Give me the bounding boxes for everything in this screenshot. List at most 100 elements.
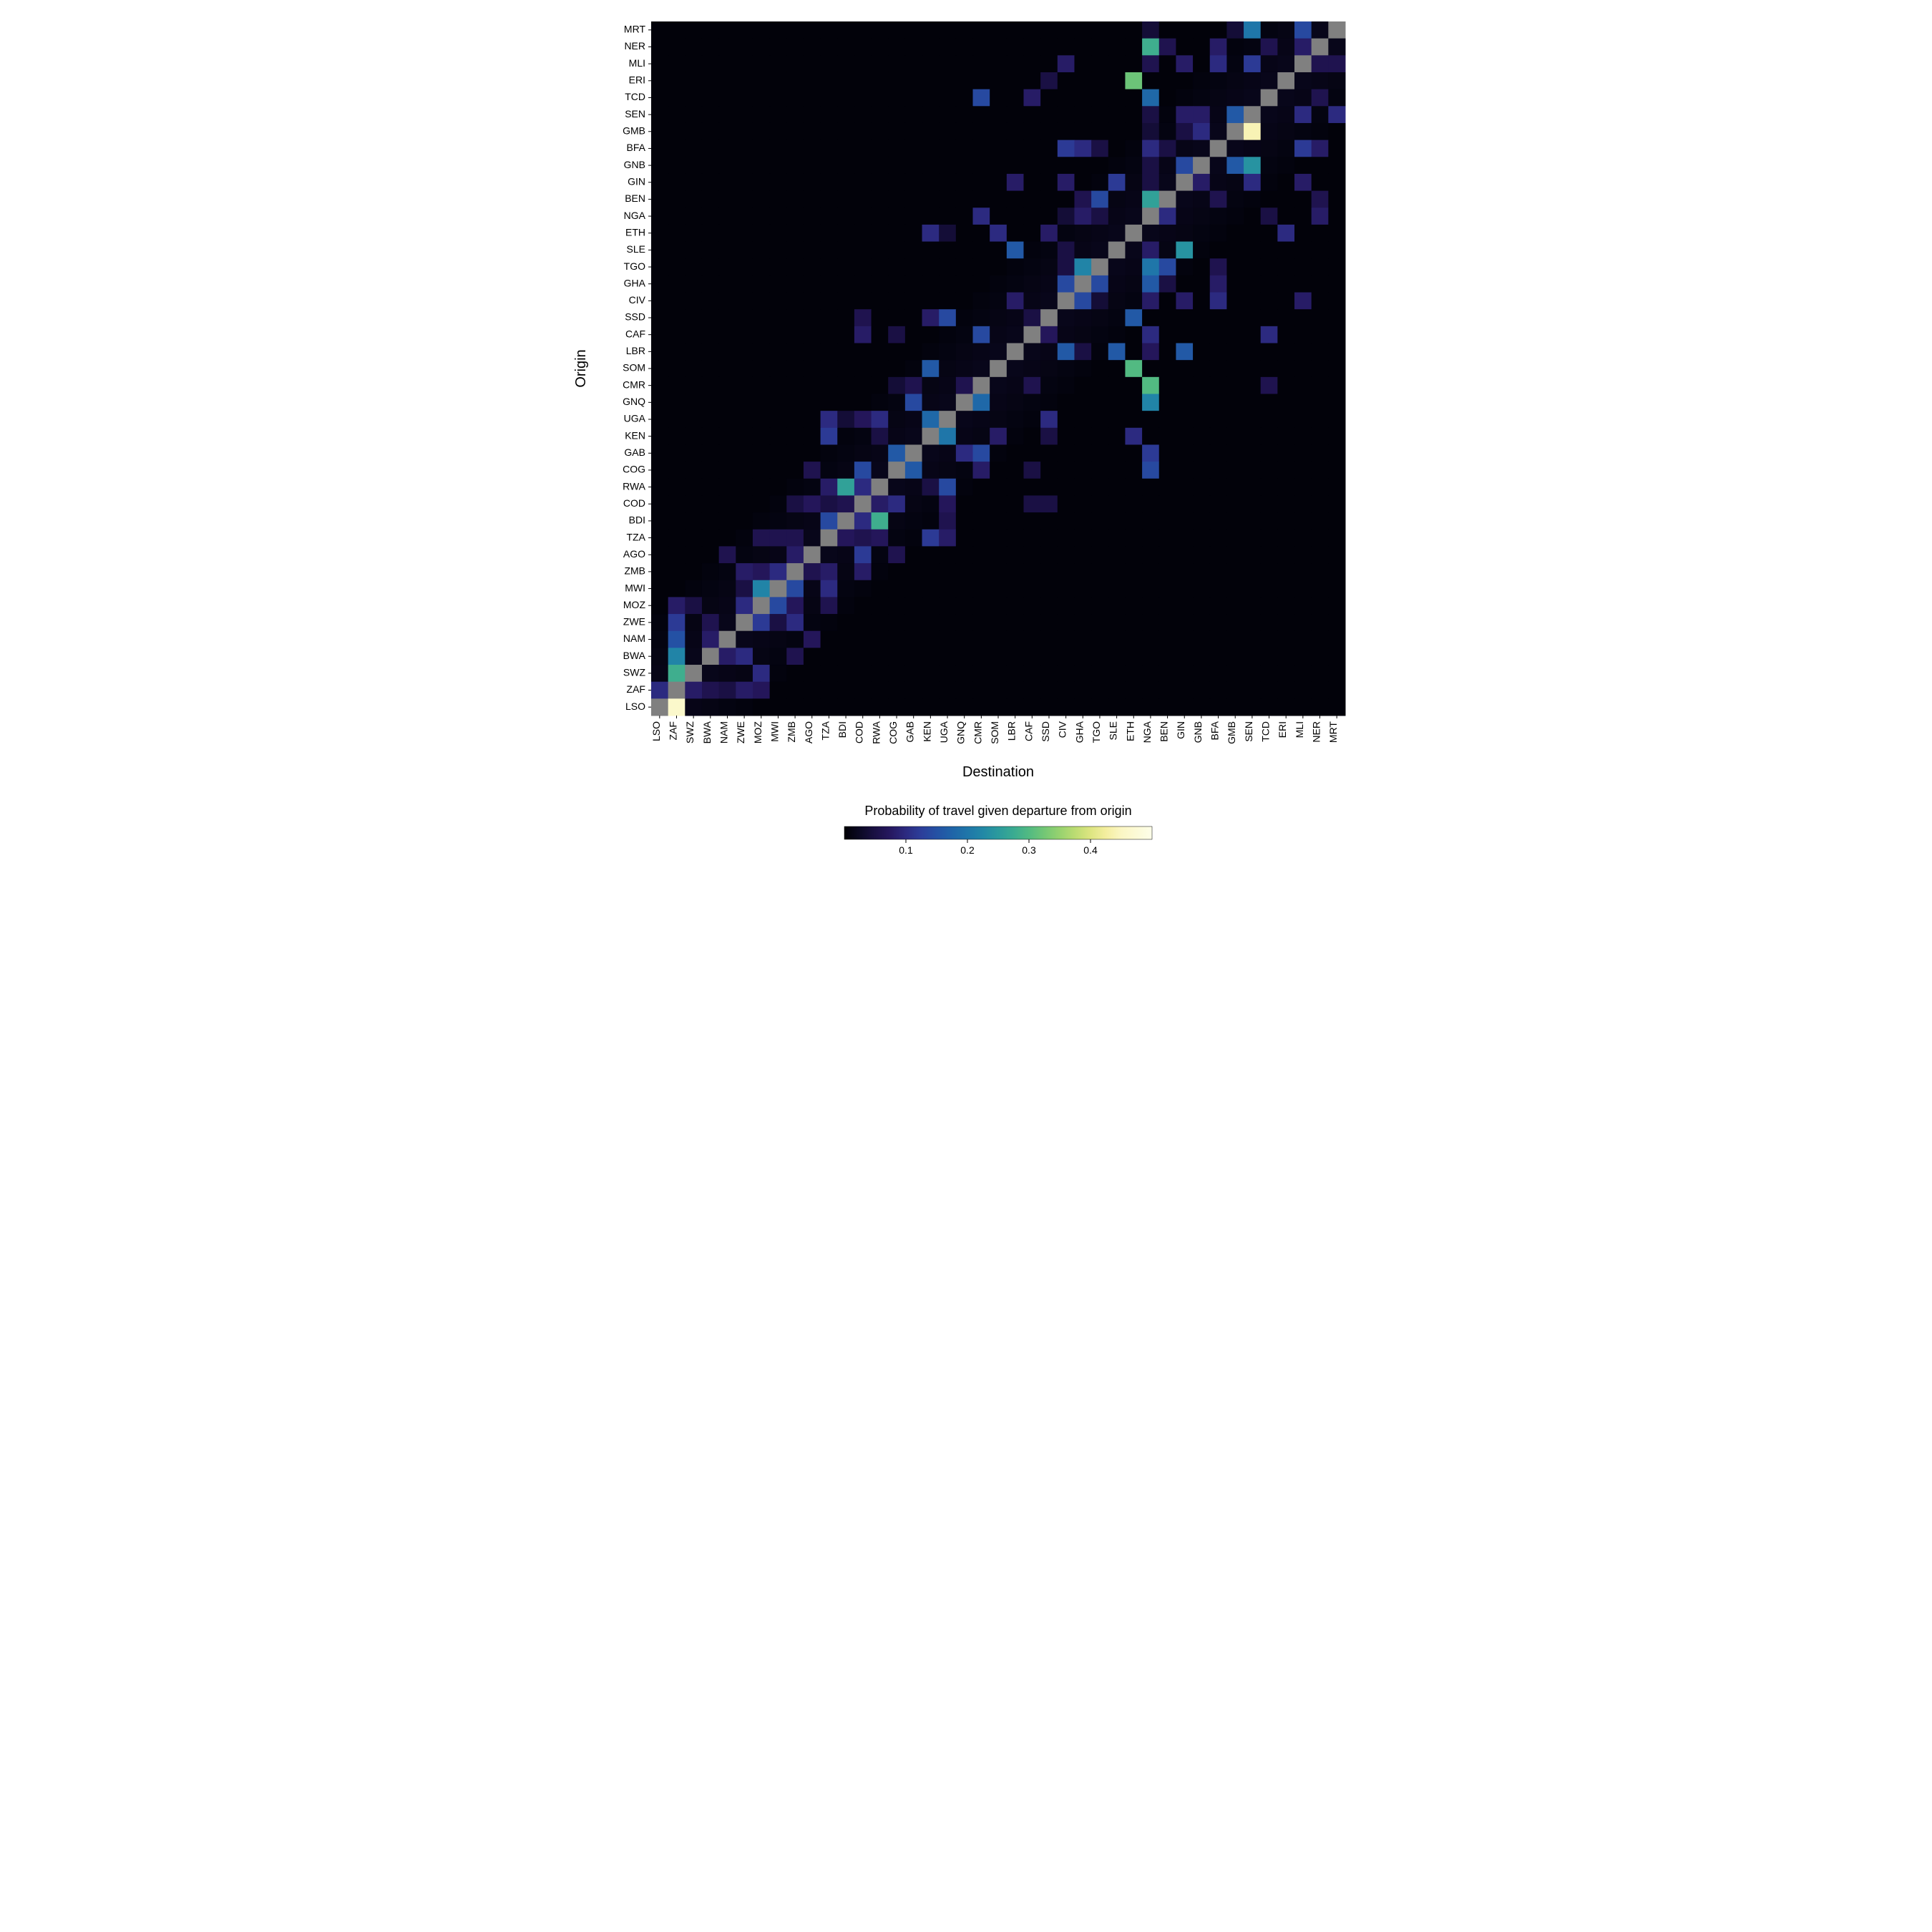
heatmap-cell — [1159, 293, 1176, 310]
heatmap-cell — [1108, 309, 1126, 326]
heatmap-cell — [939, 21, 956, 39]
x-tick-label: TZA — [819, 721, 831, 740]
heatmap-cell — [1261, 140, 1278, 157]
heatmap-cell — [651, 157, 668, 174]
heatmap-cell — [1312, 225, 1329, 242]
heatmap-cell — [719, 479, 736, 496]
heatmap-cell — [1328, 258, 1345, 275]
heatmap-cell — [685, 242, 702, 259]
heatmap-cell — [922, 89, 940, 107]
heatmap-cell — [770, 275, 787, 293]
heatmap-cell — [1210, 89, 1227, 107]
heatmap-cell — [719, 495, 736, 512]
heatmap-cell — [1244, 530, 1261, 547]
heatmap-cell — [939, 495, 956, 512]
heatmap-cell — [719, 55, 736, 72]
heatmap-cell — [1091, 208, 1108, 225]
heatmap-cell — [1159, 631, 1176, 648]
heatmap-cell — [888, 462, 905, 479]
heatmap-cell — [1294, 326, 1312, 343]
heatmap-cell — [1108, 698, 1126, 716]
heatmap-cell — [1142, 242, 1159, 259]
heatmap-cell — [1142, 55, 1159, 72]
heatmap-cell — [804, 174, 821, 191]
heatmap-cell — [872, 698, 889, 716]
heatmap-cell — [804, 512, 821, 530]
heatmap-cell — [1023, 698, 1040, 716]
x-tick-label: MRT — [1327, 721, 1339, 743]
heatmap-cell — [1125, 597, 1142, 614]
heatmap-cell — [1176, 648, 1193, 665]
heatmap-cell — [804, 394, 821, 411]
heatmap-cell — [1040, 394, 1058, 411]
heatmap-cell — [702, 411, 719, 428]
heatmap-cell — [1159, 377, 1176, 394]
y-tick-label: NAM — [623, 633, 645, 644]
heatmap-cell — [888, 72, 905, 89]
heatmap-cell — [872, 72, 889, 89]
heatmap-cell — [1294, 309, 1312, 326]
heatmap-cell — [922, 530, 940, 547]
heatmap-cell — [973, 293, 990, 310]
heatmap-cell — [1142, 39, 1159, 56]
heatmap-cell — [685, 39, 702, 56]
heatmap-cell — [922, 123, 940, 140]
heatmap-cell — [905, 665, 922, 682]
heatmap-cell — [837, 530, 854, 547]
heatmap-cell — [872, 326, 889, 343]
heatmap-cell — [1294, 682, 1312, 699]
heatmap-cell — [1058, 21, 1075, 39]
heatmap-cell — [1244, 89, 1261, 107]
heatmap-cell — [1074, 343, 1091, 361]
heatmap-cell — [1210, 72, 1227, 89]
heatmap-cell — [1193, 39, 1210, 56]
heatmap-cell — [804, 89, 821, 107]
heatmap-cell — [990, 140, 1007, 157]
heatmap-cell — [786, 479, 804, 496]
heatmap-cell — [1040, 512, 1058, 530]
heatmap-cell — [1261, 512, 1278, 530]
heatmap-cell — [905, 191, 922, 208]
heatmap-cell — [939, 106, 956, 123]
heatmap-cell — [1007, 191, 1024, 208]
heatmap-cell — [1210, 530, 1227, 547]
heatmap-cell — [854, 597, 872, 614]
heatmap-cell — [922, 648, 940, 665]
heatmap-cell — [702, 275, 719, 293]
heatmap-cell — [651, 275, 668, 293]
heatmap-cell — [888, 258, 905, 275]
heatmap-cell — [1007, 55, 1024, 72]
heatmap-cell — [1312, 72, 1329, 89]
heatmap-cell — [1312, 665, 1329, 682]
heatmap-cell — [821, 444, 838, 462]
heatmap-cell — [786, 462, 804, 479]
heatmap-cell — [821, 140, 838, 157]
heatmap-cell — [1007, 428, 1024, 445]
heatmap-cell — [905, 242, 922, 259]
heatmap-cell — [888, 411, 905, 428]
heatmap-cell — [905, 258, 922, 275]
heatmap-cell — [1040, 682, 1058, 699]
heatmap-cell — [753, 665, 770, 682]
heatmap-cell — [1007, 563, 1024, 580]
heatmap-cell — [956, 631, 973, 648]
heatmap-cell — [1328, 597, 1345, 614]
heatmap-cell — [888, 530, 905, 547]
heatmap-cell — [1007, 343, 1024, 361]
heatmap-cell — [1142, 462, 1159, 479]
heatmap-cell — [1328, 563, 1345, 580]
heatmap-cell — [1244, 631, 1261, 648]
heatmap-cell — [668, 411, 686, 428]
heatmap-cell — [1007, 174, 1024, 191]
heatmap-cell — [1261, 191, 1278, 208]
x-tick-label: GNB — [1192, 721, 1204, 743]
heatmap-cell — [1142, 665, 1159, 682]
heatmap-cell — [1023, 563, 1040, 580]
heatmap-cell — [888, 39, 905, 56]
heatmap-cell — [804, 479, 821, 496]
heatmap-cell — [837, 665, 854, 682]
heatmap-cell — [872, 106, 889, 123]
heatmap-cell — [1193, 225, 1210, 242]
heatmap-cell — [821, 682, 838, 699]
heatmap-cell — [702, 106, 719, 123]
